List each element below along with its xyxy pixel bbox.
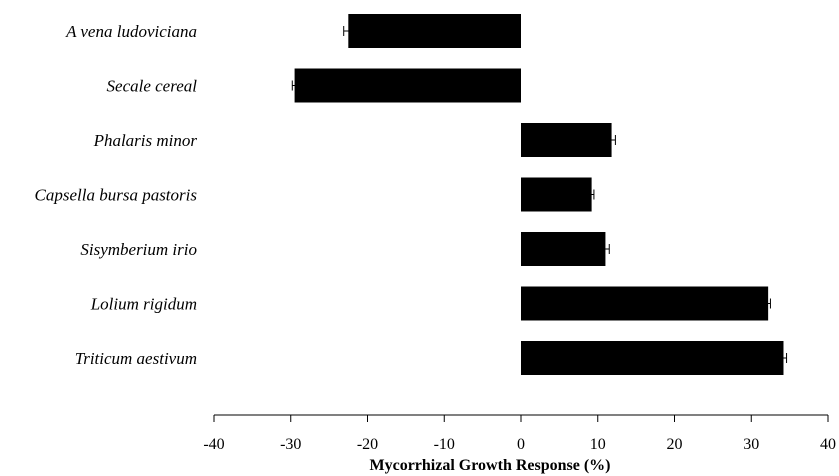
bar <box>521 232 606 266</box>
x-axis-title: Mycorrhizal Growth Response (%) <box>370 457 611 474</box>
x-tick-label: 10 <box>590 436 606 453</box>
bar <box>521 341 784 375</box>
category-labels-group: A vena ludoviciana Secale cereal Phalaris … <box>35 22 198 368</box>
x-tick-label: 30 <box>743 436 759 453</box>
x-tick-label: -40 <box>203 436 224 453</box>
category-label: Triticum aestivum <box>75 349 197 368</box>
bar <box>521 123 612 157</box>
category-label: Secale cereal <box>107 77 198 96</box>
error-bar <box>291 80 298 91</box>
x-tick-label: -30 <box>280 436 301 453</box>
category-label: Sisymberium irio <box>80 240 197 259</box>
error-bar <box>765 298 771 309</box>
bar <box>294 68 521 103</box>
x-tick-label: 0 <box>517 436 525 453</box>
x-tick-label: 40 <box>820 436 836 453</box>
x-tick-label: 20 <box>667 436 683 453</box>
x-tick-label: -20 <box>357 436 378 453</box>
error-bar <box>343 26 354 36</box>
category-label: A vena ludoviciana <box>65 22 197 41</box>
error-bar <box>588 189 595 200</box>
error-bars-group <box>291 26 788 363</box>
error-bar <box>779 353 788 363</box>
category-label: Capsella bursa pastoris <box>35 186 198 205</box>
bars-group <box>294 14 784 375</box>
bar <box>348 14 521 48</box>
x-tick-label: -10 <box>434 436 455 453</box>
bar <box>521 286 769 321</box>
category-label: Phalaris minor <box>93 131 198 150</box>
error-bar <box>601 244 610 254</box>
category-label: Lolium rigidum <box>90 295 197 314</box>
error-bar <box>607 135 616 145</box>
bar <box>521 177 592 212</box>
x-axis: -40 -30 -20 -10 0 10 20 30 40 <box>203 414 836 453</box>
